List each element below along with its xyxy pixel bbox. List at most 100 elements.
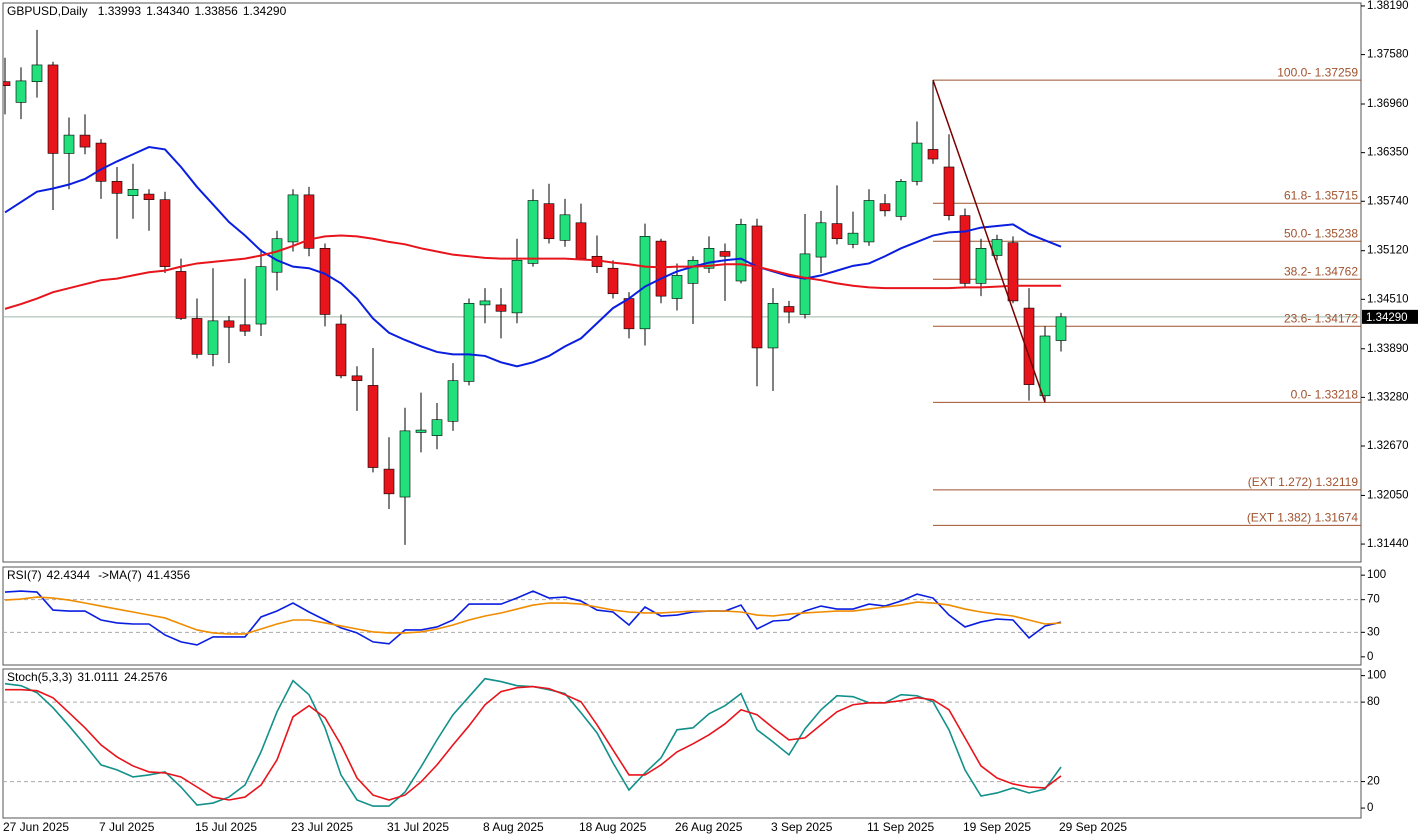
indicator-name: ->MA(7) bbox=[98, 568, 142, 582]
indicator-line bbox=[5, 685, 1062, 801]
candle-body bbox=[767, 303, 779, 349]
candle-body bbox=[735, 224, 747, 282]
fibo-label: (EXT 1.382) 1.31674 bbox=[1247, 511, 1359, 525]
y-tick-label: 30 bbox=[1367, 626, 1380, 638]
candle-body bbox=[719, 251, 731, 257]
y-tick-label: 1.38190 bbox=[1367, 0, 1409, 12]
ohlc-value: 1.34340 bbox=[146, 4, 190, 18]
y-tick-label: 1.35740 bbox=[1367, 195, 1409, 207]
fibo-label: 50.0- 1.35238 bbox=[1284, 226, 1358, 240]
candle-body bbox=[3, 81, 11, 86]
candle-body bbox=[527, 200, 539, 264]
candle-body bbox=[239, 324, 251, 332]
candle-body bbox=[47, 64, 59, 154]
plot-area bbox=[3, 677, 1361, 807]
symbol-title: GBPUSD,Daily bbox=[7, 4, 88, 18]
candle-body bbox=[335, 323, 347, 377]
ohlc-value: 1.33856 bbox=[194, 4, 238, 18]
y-tick-label: 80 bbox=[1367, 696, 1380, 708]
y-tick-label: 1.32670 bbox=[1367, 440, 1409, 452]
x-tick-label: 7 Jul 2025 bbox=[99, 820, 155, 834]
candle-body bbox=[1007, 242, 1019, 302]
y-tick-label: 1.33280 bbox=[1367, 391, 1409, 403]
price-tag bbox=[1362, 309, 1418, 324]
x-tick-label: 3 Sep 2025 bbox=[771, 820, 833, 834]
candle-body bbox=[415, 429, 427, 433]
candle-body bbox=[463, 303, 475, 382]
chart-header: GBPUSD,Daily 1.33993 1.34340 1.33856 1.34290 bbox=[7, 4, 287, 18]
x-tick-label: 29 Sep 2025 bbox=[1059, 820, 1127, 834]
candle-body bbox=[543, 203, 555, 240]
candle-body bbox=[687, 259, 699, 284]
candle-body bbox=[815, 222, 827, 258]
ohlc-value: 1.34290 bbox=[243, 4, 287, 18]
x-tick-label: 11 Sep 2025 bbox=[867, 820, 934, 834]
candle-body bbox=[751, 225, 763, 349]
candle-body bbox=[63, 134, 75, 154]
candle-body bbox=[895, 181, 907, 217]
panel-frame bbox=[2, 668, 1362, 819]
candle-body bbox=[607, 267, 619, 295]
fibo-label: 100.0- 1.37259 bbox=[1277, 65, 1358, 79]
y-tick-label: 70 bbox=[1367, 594, 1380, 606]
x-tick-label: 18 Aug 2025 bbox=[579, 820, 647, 834]
y-tick-label: 1.32050 bbox=[1367, 489, 1409, 501]
candle-body bbox=[703, 247, 715, 269]
indicator-line bbox=[4, 596, 1062, 635]
moving-average bbox=[4, 234, 1061, 310]
price-tag-label: 1.34290 bbox=[1366, 312, 1408, 324]
candle-body bbox=[1055, 316, 1067, 341]
candle-body bbox=[863, 200, 875, 243]
candle-body bbox=[383, 468, 395, 495]
candle-body bbox=[511, 259, 523, 314]
x-tick-label: 15 Jul 2025 bbox=[195, 820, 257, 834]
candle-body bbox=[799, 253, 811, 315]
candle-body bbox=[671, 275, 683, 299]
indicator-title: RSI(7) 42.4344 ->MA(7) 41.4356 bbox=[7, 568, 190, 582]
indicator-line bbox=[4, 590, 1062, 646]
candle-body bbox=[319, 247, 331, 315]
candle-body bbox=[943, 166, 955, 216]
candle-body bbox=[367, 385, 379, 468]
candle-body bbox=[991, 239, 1003, 256]
candle-body bbox=[927, 149, 939, 160]
y-tick-label: 1.31440 bbox=[1367, 538, 1409, 550]
candle-body bbox=[639, 236, 651, 330]
candle-body bbox=[111, 181, 123, 194]
indicator-value: 42.4344 bbox=[47, 568, 91, 582]
candle-body bbox=[255, 266, 267, 325]
y-tick-label: 100 bbox=[1367, 569, 1386, 581]
candle-body bbox=[431, 419, 443, 436]
candle-body bbox=[879, 203, 891, 212]
candle-body bbox=[975, 247, 987, 284]
y-tick-label: 1.37580 bbox=[1367, 49, 1409, 61]
candle-body bbox=[655, 240, 667, 297]
fibo-label: 61.8- 1.35715 bbox=[1284, 188, 1358, 202]
candle-body bbox=[31, 64, 43, 82]
candle-body bbox=[191, 318, 203, 355]
candle-body bbox=[79, 134, 91, 148]
candle-body bbox=[847, 232, 859, 245]
indicator-value: 24.2576 bbox=[124, 670, 168, 684]
y-tick-label: 1.34510 bbox=[1367, 293, 1409, 305]
indicator-name: Stoch(5,3,3) bbox=[7, 670, 72, 684]
y-tick-label: 1.33890 bbox=[1367, 343, 1409, 355]
candle-body bbox=[303, 194, 315, 249]
fibo-label: (EXT 1.272) 1.32119 bbox=[1248, 475, 1359, 489]
candle-body bbox=[623, 298, 635, 330]
candle-body bbox=[15, 80, 27, 103]
candle-body bbox=[911, 142, 923, 182]
indicator-name: RSI(7) bbox=[7, 568, 42, 582]
candle-body bbox=[271, 238, 283, 273]
y-tick-label: 1.36960 bbox=[1367, 98, 1409, 110]
indicator-value: 31.0111 bbox=[77, 670, 119, 684]
candle-body bbox=[559, 214, 571, 241]
candle-body bbox=[831, 223, 843, 240]
candle-body bbox=[479, 300, 491, 306]
y-tick-label: 20 bbox=[1367, 776, 1380, 788]
ohlc-value: 1.33993 bbox=[98, 4, 142, 18]
y-tick-label: 1.35120 bbox=[1367, 245, 1409, 257]
candle-body bbox=[143, 193, 155, 200]
candle-body bbox=[1039, 335, 1051, 397]
